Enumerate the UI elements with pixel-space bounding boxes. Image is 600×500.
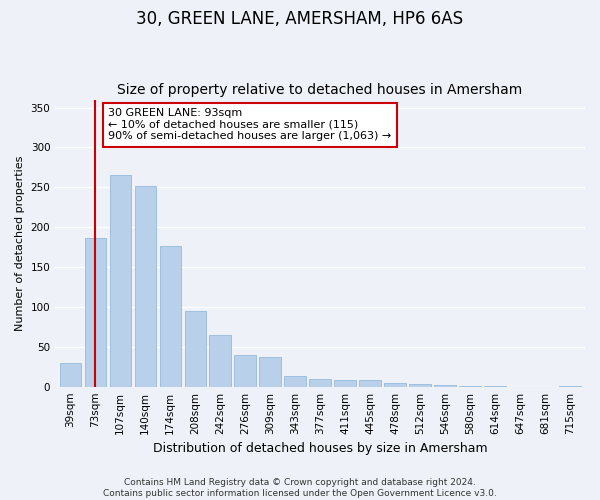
Bar [284,376,306,386]
Bar [134,186,156,386]
Bar [85,238,106,386]
Bar [409,384,431,386]
Bar [434,385,455,386]
Text: Contains HM Land Registry data © Crown copyright and database right 2024.
Contai: Contains HM Land Registry data © Crown c… [103,478,497,498]
Bar [59,363,81,386]
Y-axis label: Number of detached properties: Number of detached properties [15,156,25,331]
Bar [259,357,281,386]
Bar [110,176,131,386]
Bar [385,382,406,386]
Title: Size of property relative to detached houses in Amersham: Size of property relative to detached ho… [118,83,523,97]
Bar [359,380,380,386]
X-axis label: Distribution of detached houses by size in Amersham: Distribution of detached houses by size … [153,442,487,455]
Bar [185,311,206,386]
Bar [235,355,256,386]
Bar [310,378,331,386]
Text: 30 GREEN LANE: 93sqm
← 10% of detached houses are smaller (115)
90% of semi-deta: 30 GREEN LANE: 93sqm ← 10% of detached h… [108,108,391,142]
Text: 30, GREEN LANE, AMERSHAM, HP6 6AS: 30, GREEN LANE, AMERSHAM, HP6 6AS [136,10,464,28]
Bar [209,335,231,386]
Bar [334,380,356,386]
Bar [160,246,181,386]
